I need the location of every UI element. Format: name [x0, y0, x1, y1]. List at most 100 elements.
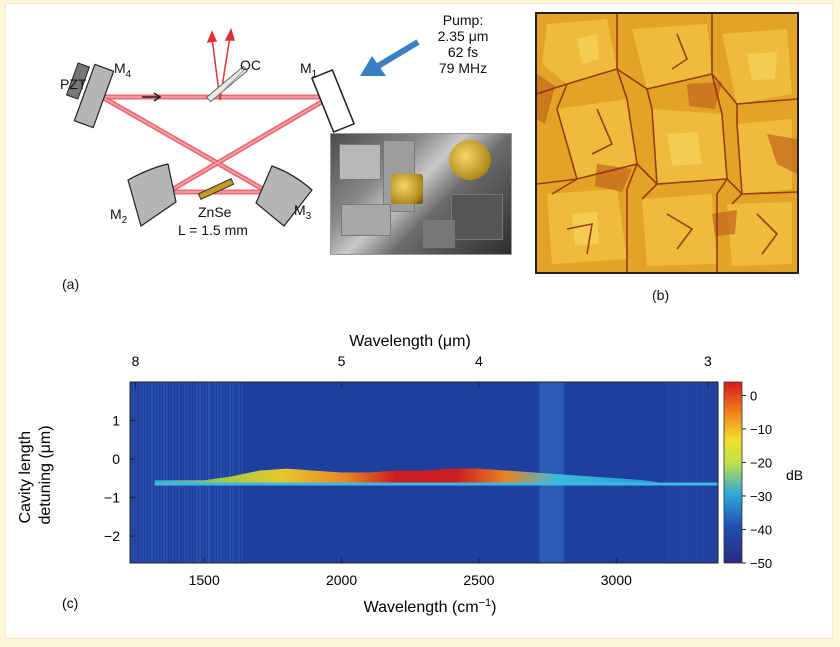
- plot-axes: 1500 2000 2500 3000 8 5 4 3 1 0 −1 −2: [104, 353, 719, 588]
- y-axis-label-line1: Cavity length: [17, 431, 34, 524]
- y-tick-label: −2: [104, 528, 120, 544]
- texture-stripe: [151, 382, 153, 563]
- texture-stripe: [701, 382, 704, 563]
- mirror-m4-label: M4: [114, 60, 132, 80]
- colorbar-label: dB: [786, 467, 803, 483]
- pump-arrow: [360, 39, 420, 76]
- mirror-m1: [310, 69, 356, 133]
- beam-direction-arrow: [142, 92, 162, 102]
- texture-stripe: [704, 382, 707, 563]
- colorbar-tick-label: −50: [750, 556, 772, 571]
- plot-border: [129, 381, 719, 564]
- panel-c-label: (c): [62, 595, 78, 611]
- oc-element: [205, 65, 249, 103]
- texture-stripe: [677, 382, 680, 563]
- y-axis-label-line2: detuning (μm): [37, 425, 54, 524]
- colorbar: [723, 381, 743, 564]
- texture-stripe: [148, 382, 150, 563]
- texture-stripe: [241, 382, 243, 563]
- texture-stripe: [160, 382, 162, 563]
- mirror-m3-label: M3: [294, 202, 312, 222]
- colorbar-tick-label: 0: [750, 388, 757, 403]
- mirror-m1-label: M1: [300, 60, 318, 80]
- texture-stripe: [229, 382, 231, 563]
- texture-stripe: [668, 382, 671, 563]
- texture-stripe: [680, 382, 683, 563]
- texture-stripe: [139, 382, 141, 563]
- detuning-heatmap: 1500 2000 2500 3000 8 5 4 3 1 0 −1 −2 0 −10 −20 −30 −40…: [17, 333, 803, 616]
- texture-stripe: [713, 382, 716, 563]
- colorbar-ticks: 0 −10 −20 −30 −40 −50: [742, 388, 772, 571]
- texture-stripe: [142, 382, 144, 563]
- top-x-tick-label: 5: [338, 353, 346, 369]
- texture-stripe: [211, 382, 213, 563]
- texture-stripe: [154, 382, 156, 563]
- pump-rep-rate: 79 MHz: [438, 60, 488, 76]
- texture-stripe: [220, 382, 222, 563]
- texture-stripe: [133, 382, 135, 563]
- texture-stripe: [136, 382, 138, 563]
- texture-stripe: [223, 382, 225, 563]
- colorbar-tick-label: −20: [750, 455, 772, 470]
- x-tick-label: 1500: [189, 572, 220, 588]
- texture-stripe: [169, 382, 171, 563]
- x-tick-label: 2000: [326, 572, 357, 588]
- texture-stripe: [671, 382, 674, 563]
- y-tick-label: 0: [112, 451, 120, 467]
- texture-stripe: [217, 382, 219, 563]
- y-tick-label: −1: [104, 490, 120, 506]
- top-x-tick-label: 3: [704, 353, 712, 369]
- texture-stripe: [187, 382, 189, 563]
- colorbar-tick-label: −10: [750, 422, 772, 437]
- texture-stripe: [232, 382, 234, 563]
- crystal-label: ZnSe: [198, 204, 232, 220]
- texture-stripe: [190, 382, 192, 563]
- texture-stripe: [199, 382, 201, 563]
- pzt-label: PZT: [60, 76, 87, 92]
- x-tick-label: 3000: [601, 572, 632, 588]
- y-tick-label: 1: [112, 413, 120, 429]
- texture-stripe: [196, 382, 198, 563]
- texture-stripe: [181, 382, 183, 563]
- colorbar-tick-label: −40: [750, 522, 772, 537]
- background-texture: [130, 382, 719, 563]
- texture-stripe: [235, 382, 237, 563]
- texture-stripe: [184, 382, 186, 563]
- texture-stripe: [145, 382, 147, 563]
- pump-parameters: Pump: 2.35 μm 62 fs 79 MHz: [418, 12, 508, 76]
- texture-stripe: [689, 382, 692, 563]
- texture-stripe: [214, 382, 216, 563]
- texture-stripe: [674, 382, 677, 563]
- texture-stripe: [130, 382, 132, 563]
- texture-stripe: [695, 382, 698, 563]
- pump-wavelength: 2.35 μm: [437, 28, 489, 44]
- texture-stripe: [238, 382, 240, 563]
- texture-stripe: [175, 382, 177, 563]
- oc-label: OC: [240, 57, 261, 73]
- texture-stripe: [665, 382, 668, 563]
- pzt-block: [65, 62, 91, 100]
- texture-stripe: [205, 382, 207, 563]
- texture-stripe: [707, 382, 710, 563]
- texture-stripe: [193, 382, 195, 563]
- spectrum-band: [154, 468, 658, 485]
- texture-stripe: [202, 382, 204, 563]
- mirror-m4: [73, 63, 115, 129]
- y-axis-label: Cavity length detuning (μm): [17, 425, 54, 524]
- texture-stripe: [698, 382, 701, 563]
- top-axis-label: Wavelength (μm): [349, 333, 471, 350]
- pump-label: Pump:: [442, 12, 484, 28]
- pump-duration: 62 fs: [447, 44, 479, 60]
- crystal-length-label: L = 1.5 mm: [178, 222, 248, 238]
- texture-stripe: [686, 382, 689, 563]
- texture-stripe: [692, 382, 695, 563]
- texture-stripe: [172, 382, 174, 563]
- mirror-m2: [127, 163, 177, 227]
- panel-a-label: (a): [62, 276, 80, 292]
- top-x-tick-label: 8: [132, 353, 140, 369]
- grain-structure: [537, 14, 797, 272]
- cavity-schematic: [65, 27, 420, 227]
- texture-stripe: [208, 382, 210, 563]
- top-x-tick-label: 4: [475, 353, 483, 369]
- texture-stripe: [710, 382, 713, 563]
